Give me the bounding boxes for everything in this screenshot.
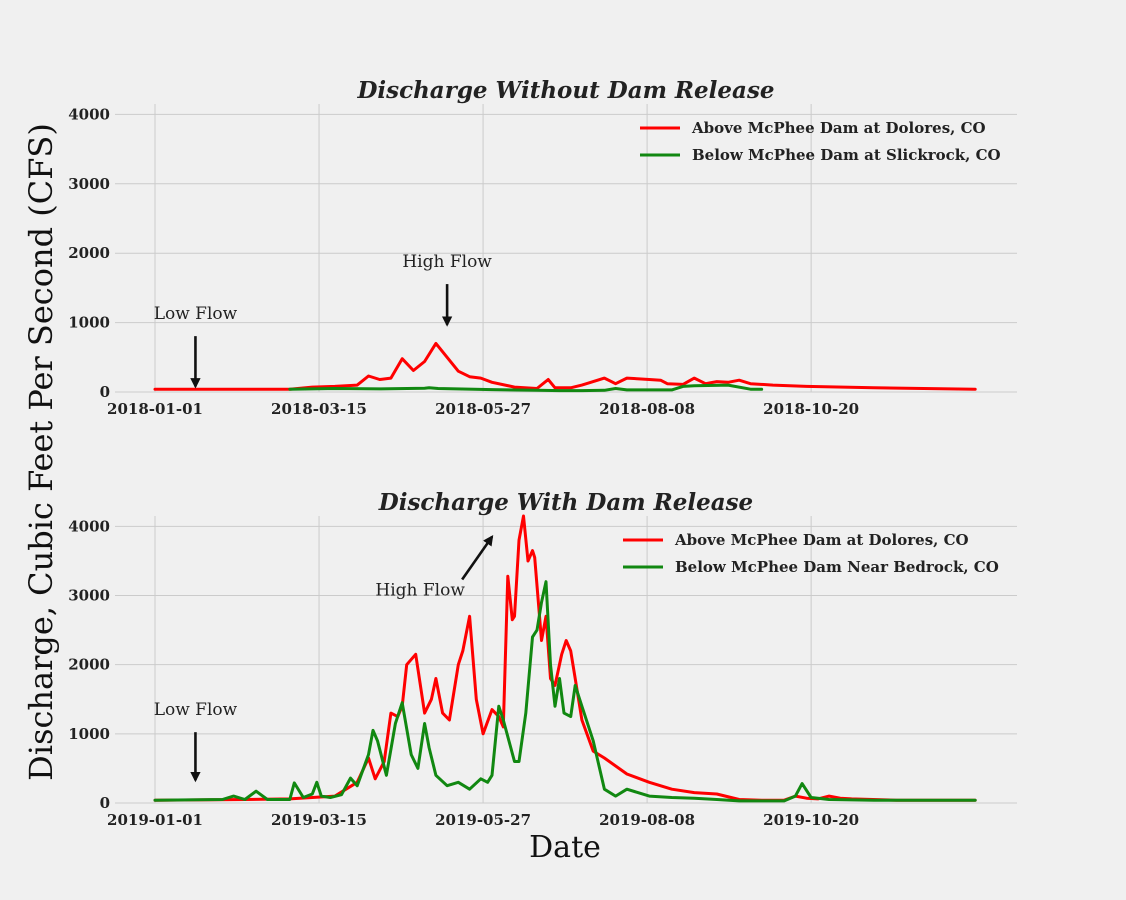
x-axis-label: Date	[529, 830, 601, 865]
x-tick-label: 2018-08-08	[599, 400, 695, 418]
x-tick-label: 2019-05-27	[435, 811, 531, 829]
figure: Discharge, Cubic Feet Per Second (CFS) D…	[0, 0, 1126, 900]
annotation-high-flow: High Flow	[375, 581, 465, 601]
y-tick-label: 3000	[68, 175, 110, 193]
y-tick-label: 1000	[68, 725, 110, 743]
x-tick-label: 2019-03-15	[271, 811, 367, 829]
y-tick-label: 4000	[68, 517, 110, 535]
y-tick-label: 2000	[68, 244, 110, 262]
x-tick-label: 2019-01-01	[107, 811, 203, 829]
annotation-low-flow: Low Flow	[154, 304, 238, 324]
y-tick-label: 0	[100, 794, 110, 812]
legend-entry: Above McPhee Dam at Dolores, CO	[674, 531, 969, 549]
legend-entry: Below McPhee Dam at Slickrock, CO	[692, 146, 1001, 164]
y-tick-label: 3000	[68, 587, 110, 605]
legend-entry: Below McPhee Dam Near Bedrock, CO	[675, 558, 999, 576]
y-tick-label: 4000	[68, 105, 110, 123]
y-axis-label: Discharge, Cubic Feet Per Second (CFS)	[22, 123, 60, 781]
x-tick-label: 2019-10-20	[763, 811, 859, 829]
y-tick-label: 0	[100, 383, 110, 401]
chart-title: Discharge With Dam Release	[378, 489, 753, 516]
x-tick-label: 2018-01-01	[107, 400, 203, 418]
y-tick-label: 1000	[68, 314, 110, 332]
x-tick-label: 2018-03-15	[271, 400, 367, 418]
y-tick-label: 2000	[68, 656, 110, 674]
annotation-high-flow: High Flow	[402, 252, 492, 272]
x-tick-label: 2019-08-08	[599, 811, 695, 829]
chart-title: Discharge Without Dam Release	[356, 77, 774, 104]
x-tick-label: 2018-05-27	[435, 400, 531, 418]
x-tick-label: 2018-10-20	[763, 400, 859, 418]
annotation-low-flow: Low Flow	[154, 700, 238, 720]
legend-entry: Above McPhee Dam at Dolores, CO	[691, 119, 986, 137]
